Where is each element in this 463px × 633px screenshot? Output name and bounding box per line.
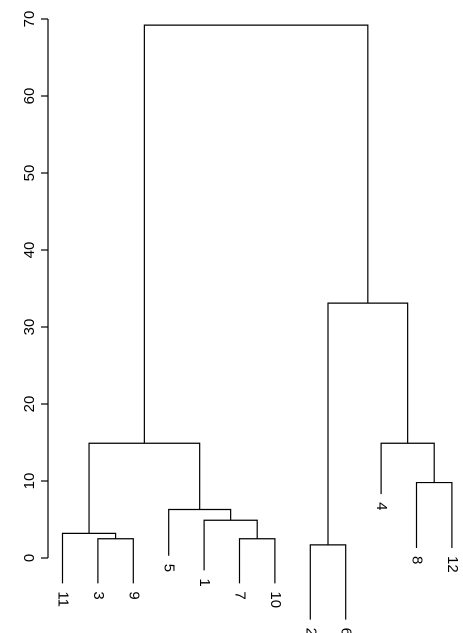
leaf-label-7: 7 [232,591,249,599]
y-tick-label-50: 50 [21,165,38,182]
leaf-label-3: 3 [90,591,107,599]
leaf-label-4: 4 [373,502,390,510]
leaf-label-12: 12 [444,556,461,573]
y-tick-label-30: 30 [21,319,38,336]
branch-m5 [168,508,232,556]
y-axis: 0 10 20 30 40 50 60 70 [21,11,49,562]
y-tick-label-60: 60 [21,88,38,105]
y-tick-label-20: 20 [21,396,38,413]
branch-m6 [88,442,201,534]
leaf-label-8: 8 [409,556,426,564]
branch-m4 [203,519,258,571]
branch-m7 [309,544,347,620]
branch-m3 [238,538,276,584]
leaf-label-5: 5 [161,564,178,572]
leaf-label-9: 9 [125,591,142,599]
y-tick-label-40: 40 [21,242,38,259]
leaf-label-6: 6 [338,628,355,633]
y-tick-label-70: 70 [21,11,38,28]
branch-m11 [143,24,369,444]
branch-m1 [97,538,134,584]
y-tick-label-0: 0 [21,554,38,562]
dendrogram-branches [61,24,453,620]
leaf-label-10: 10 [267,591,284,608]
y-tick-label-10: 10 [21,473,38,490]
branch-m9 [380,442,435,495]
branch-m8 [415,481,453,548]
leaf-label-11: 11 [55,591,72,607]
leaf-label-2: 2 [302,628,319,633]
leaf-label-1: 1 [196,578,213,586]
branch-m10 [327,302,409,545]
branch-m2 [61,532,117,584]
leaf-labels: 11 3 9 5 1 7 10 2 6 4 8 12 [55,502,461,633]
